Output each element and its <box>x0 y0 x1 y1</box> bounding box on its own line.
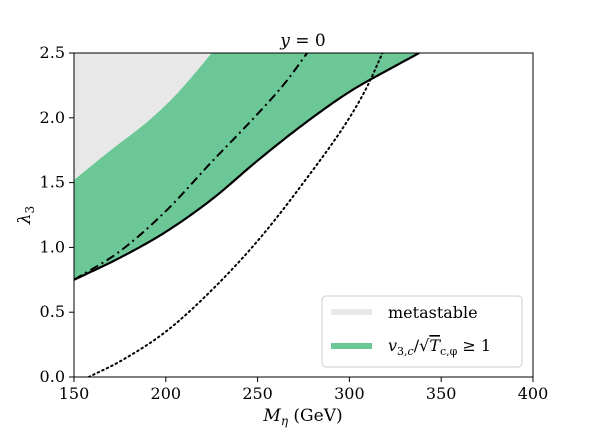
band-metastable <box>74 53 533 181</box>
legend-label-metastable: metastable <box>388 303 478 322</box>
curve-solid <box>74 53 420 281</box>
y-tick-label: 0.0 <box>40 367 65 386</box>
x-tick-label: 200 <box>151 384 182 403</box>
curve-dotted <box>87 53 384 377</box>
x-tick-label: 250 <box>242 384 273 403</box>
y-tick-label: 2.0 <box>40 108 65 127</box>
band-v-3-c-t-c-1 <box>74 53 420 280</box>
chart-title: y = 0 <box>279 31 325 51</box>
x-tick-label: 400 <box>518 384 549 403</box>
x-tick-label: 150 <box>59 384 90 403</box>
legend: metastable v3,c/√Tc,φ ≥ 1 <box>321 295 523 368</box>
y-tick-label: 0.5 <box>40 302 65 321</box>
y-axis-title: λ3 <box>15 206 37 225</box>
x-tick-label: 300 <box>334 384 365 403</box>
plot-area <box>74 53 533 377</box>
y-tick-label: 1.0 <box>40 237 65 256</box>
x-axis-title: Mη (GeV) <box>262 406 342 428</box>
y-tick-label: 2.5 <box>40 43 65 62</box>
axis-ticks: 150 200 250 300 350 400 0.0 0.5 1.0 1.5 2.0 2.5 <box>40 43 549 403</box>
legend-label-strong-transition: v3,c/√Tc,φ ≥ 1 <box>388 336 491 358</box>
curve-dash-dot <box>74 53 308 281</box>
legend-swatch-metastable <box>331 309 372 315</box>
y-tick-label: 1.5 <box>40 173 65 192</box>
axes-frame <box>73 52 534 378</box>
x-tick-label: 350 <box>426 384 457 403</box>
legend-swatch-strong-transition <box>331 343 372 349</box>
